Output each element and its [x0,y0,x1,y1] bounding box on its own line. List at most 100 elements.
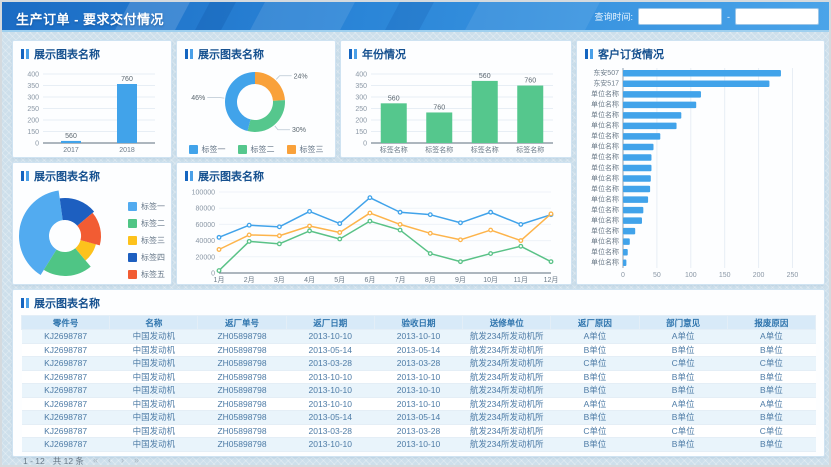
panel-title: 展示图表名称 [198,49,264,61]
legend-label: 标签四 [141,253,165,262]
svg-text:单位名称: 单位名称 [591,236,619,245]
table-cell: 航发234所发动机所 [462,329,551,344]
svg-text:250: 250 [355,106,367,113]
table-cell: 中国发动机 [109,437,198,452]
table-row[interactable]: KJ2698787 中国发动机 ZH05898798 2013-10-10 2013-1… [21,370,816,384]
rose-legend: 标签一 标签二 标签三 标签四 标签五 [128,201,165,280]
column-header[interactable]: 部门意见 [638,315,728,330]
svg-text:标签名称: 标签名称 [471,145,499,154]
table-cell: KJ2698787 [21,356,110,371]
svg-text:30%: 30% [292,127,306,134]
svg-text:100000: 100000 [192,190,215,197]
table-cell: 2013-03-28 [286,356,375,371]
table-row[interactable]: KJ2698787 中国发动机 ZH05898798 2013-10-10 2013-1… [21,383,816,398]
panel-title-icon [21,49,29,59]
svg-text:0: 0 [363,141,367,148]
svg-text:150: 150 [27,129,39,136]
table-cell: 中国发动机 [109,383,198,398]
table-cell: ZH05898798 [197,437,287,452]
column-header[interactable]: 返厂原因 [550,315,640,330]
table-cell: B单位 [727,383,816,398]
table-cell: 中国发动机 [109,343,198,357]
table-cell: B单位 [550,343,640,357]
svg-text:50: 50 [653,272,661,279]
page-range: 1 - 12 [23,455,45,466]
table-row[interactable]: KJ2698787 中国发动机 ZH05898798 2013-05-14 2013-0… [21,410,816,425]
table-cell: 2013-10-10 [286,383,375,398]
header-decoration [458,2,606,30]
date-to-input[interactable] [735,8,819,25]
table-cell: A单位 [727,329,816,344]
table-cell: B单位 [639,343,728,357]
table-cell: A单位 [727,397,816,411]
date-from-input[interactable] [638,8,722,25]
svg-text:760: 760 [524,78,536,85]
svg-text:8月: 8月 [425,276,436,284]
header-bar: 生产订单 - 要求交付情况 查询时间: - [2,2,829,32]
svg-text:80000: 80000 [196,206,216,213]
svg-text:200: 200 [27,118,39,125]
first-page-button[interactable]: « [92,455,98,465]
panel-title: 展示图表名称 [34,298,100,310]
table-row[interactable]: KJ2698787 中国发动机 ZH05898798 2013-05-14 2013-0… [21,343,816,357]
svg-text:单位名称: 单位名称 [591,205,619,214]
panel-title: 展示图表名称 [198,171,264,183]
table-cell: ZH05898798 [197,383,287,398]
panel-title-icon [349,49,357,59]
panel-line-chart: 展示图表名称 100000 80000 60000 40000 20000 0 1月 2月 3月… [176,162,572,285]
table-cell: KJ2698787 [21,437,110,452]
column-header[interactable]: 送修单位 [462,315,552,330]
table-cell: B单位 [639,410,728,425]
column-header[interactable]: 零件号 [20,315,111,330]
table-cell: 2013-05-14 [374,410,463,425]
table-row[interactable]: KJ2698787 中国发动机 ZH05898798 2013-03-28 2013-0… [21,424,816,438]
table-row[interactable]: KJ2698787 中国发动机 ZH05898798 2013-10-10 2013-1… [21,437,816,452]
table-row[interactable]: KJ2698787 中国发动机 ZH05898798 2013-03-28 2013-0… [21,356,816,371]
column-header[interactable]: 名称 [109,315,199,330]
table-cell: 航发234所发动机所 [462,383,551,398]
table-cell: A单位 [639,329,728,344]
table-cell: 2013-10-10 [374,329,463,344]
svg-text:760: 760 [121,76,133,83]
table-cell: C单位 [550,356,640,371]
table-cell: 中国发动机 [109,356,198,371]
legend-item: 标签一 [188,144,226,155]
table-cell: B单位 [727,370,816,384]
svg-text:2018: 2018 [119,147,135,154]
table-row[interactable]: KJ2698787 中国发动机 ZH05898798 2013-10-10 2013-1… [21,397,816,411]
svg-text:单位名称: 单位名称 [591,100,619,109]
total-count: 共 12 条 [52,455,84,466]
table-cell: KJ2698787 [21,343,110,357]
svg-text:200: 200 [355,118,367,125]
legend-item: 标签三 [286,144,324,155]
svg-text:100: 100 [685,272,697,279]
table-cell: 中国发动机 [109,397,198,411]
last-page-button[interactable]: » [133,455,139,465]
table-cell: B单位 [550,370,640,384]
column-header[interactable]: 返厂单号 [197,315,287,330]
next-page-button[interactable]: › [120,455,124,465]
legend-item: 标签二 [237,144,275,155]
panel-title: 展示图表名称 [34,171,100,183]
svg-text:300: 300 [27,95,39,102]
table-cell: KJ2698787 [21,424,110,438]
svg-text:单位名称: 单位名称 [591,226,619,235]
legend-label: 标签三 [299,145,324,154]
svg-text:1月: 1月 [214,276,225,284]
panel-header: 展示图表名称 [13,41,171,64]
svg-text:标签名称: 标签名称 [425,145,453,154]
legend-swatch-icon [128,236,137,245]
svg-text:单位名称: 单位名称 [591,247,619,256]
year-bar-chart: 400 350 300 250 200 150 0 560 标签名称 760 标签名称 560 标签名称… [355,72,553,154]
table-row[interactable]: KJ2698787 中国发动机 ZH05898798 2013-10-10 2013-1… [21,329,816,344]
prev-page-button[interactable]: ‹ [107,455,111,465]
column-header[interactable]: 验收日期 [373,315,464,330]
table-cell: 2013-05-14 [374,343,463,357]
table-cell: ZH05898798 [197,410,287,425]
column-header[interactable]: 返厂日期 [285,315,375,330]
legend-label: 标签二 [141,219,165,228]
panel-header: 展示图表名称 [177,41,335,64]
table-cell: KJ2698787 [21,383,110,398]
table-cell: C单位 [639,356,728,371]
column-header[interactable]: 报废原因 [726,315,817,330]
